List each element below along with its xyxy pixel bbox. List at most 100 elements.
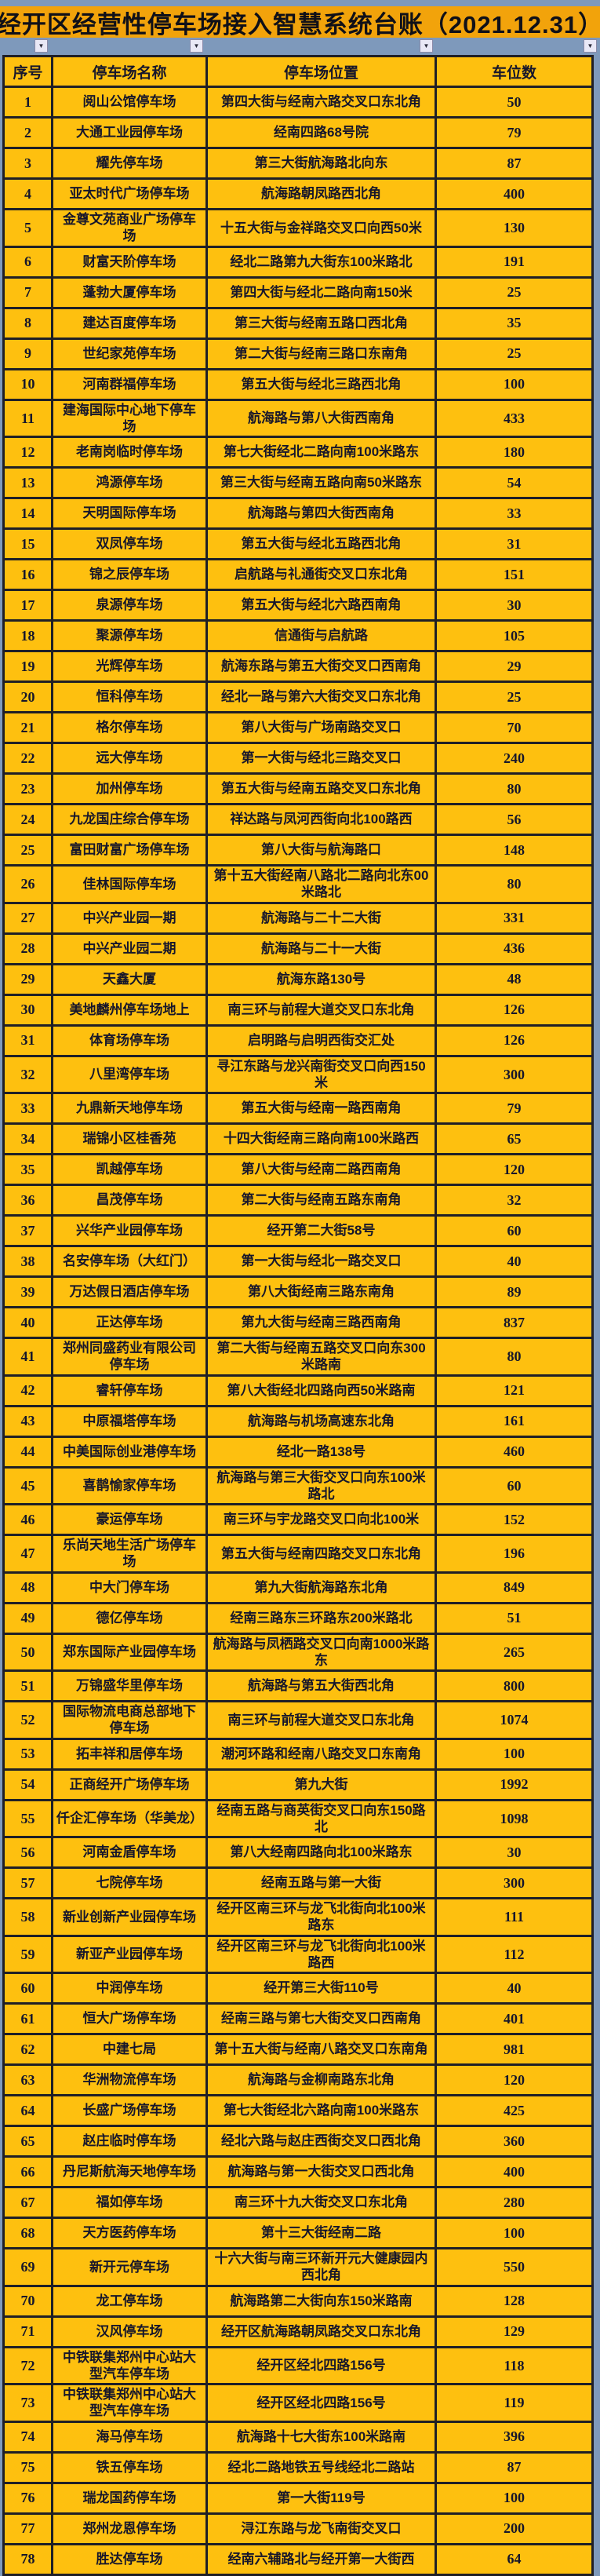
table-row: 33 九鼎新天地停车场 第五大街与经南一路西南角 79 (2, 1092, 594, 1125)
table-row: 36 昌茂停车场 第二大街与经南五路东南角 32 (2, 1184, 594, 1217)
table-row: 52 国际物流电商总部地下停车场 南三环与前程大道交叉口东北角 1074 (2, 1700, 594, 1740)
capacity-cell: 54 (435, 466, 594, 499)
parking-name-cell: 万达假日酒店停车场 (51, 1275, 208, 1308)
column-header-index: 序号 (2, 55, 53, 88)
capacity-cell: 118 (435, 2345, 594, 2385)
location-cell: 经开区经北四路156号 (205, 2345, 437, 2385)
location-cell: 南三环与前程大道交叉口东北角 (205, 1700, 437, 1740)
table-row: 18 聚源停车场 信通街与启航路 105 (2, 619, 594, 652)
table-row: 23 加州停车场 第五大街与经南五路交叉口东北角 80 (2, 772, 594, 805)
serial-cell: 69 (2, 2247, 53, 2287)
parking-name-cell: 佳林国际停车场 (51, 864, 208, 904)
serial-cell: 62 (2, 2033, 53, 2066)
capacity-cell: 331 (435, 901, 594, 935)
parking-name-cell: 九龙国庄综合停车场 (51, 803, 208, 836)
serial-cell: 56 (2, 1836, 53, 1869)
capacity-cell: 56 (435, 803, 594, 836)
filter-dropdown-icon[interactable]: ▼ (35, 39, 48, 53)
parking-name-cell: 凯越停车场 (51, 1153, 208, 1186)
location-cell: 第五大街与经北三路西北角 (205, 367, 437, 401)
parking-name-cell: 名安停车场（大红门） (51, 1245, 208, 1278)
location-cell: 第三大街与经南五路向南50米路东 (205, 466, 437, 499)
parking-name-cell: 瑞锦小区桂香苑 (51, 1122, 208, 1155)
location-cell: 浔江东路与龙飞南街交叉口 (205, 2512, 437, 2545)
table-row: 64 长盛广场停车场 第七大街经北六路向南100米路东 425 (2, 2094, 594, 2127)
table-row: 69 新开元停车场 十六大街与南三环新开元大健康园内西北角 550 (2, 2247, 594, 2287)
serial-cell: 28 (2, 932, 53, 965)
location-cell: 第九大街航海路东北角 (205, 1571, 437, 1604)
filter-dropdown-icon[interactable]: ▼ (420, 39, 433, 53)
location-cell: 航海路与凤栖路交叉口向南1000米路东 (205, 1632, 437, 1672)
serial-cell: 2 (2, 116, 53, 149)
capacity-cell: 191 (435, 245, 594, 279)
capacity-cell: 32 (435, 1184, 594, 1217)
capacity-cell: 79 (435, 1092, 594, 1125)
parking-name-cell: 阅山公馆停车场 (51, 86, 208, 119)
table-row: 57 七院停车场 经南五路与第一大街 300 (2, 1866, 594, 1899)
capacity-cell: 400 (435, 2155, 594, 2188)
location-cell: 第五大街与经南五路交叉口东北角 (205, 772, 437, 805)
location-cell: 第八大街与广场南路交叉口 (205, 711, 437, 744)
header-row: 序号 停车场名称 停车场位置 车位数 (2, 55, 594, 88)
capacity-cell: 837 (435, 1306, 594, 1339)
parking-name-cell: 中美国际创业港停车场 (51, 1435, 208, 1469)
serial-cell: 49 (2, 1601, 53, 1635)
capacity-cell: 196 (435, 1534, 594, 1574)
table-row: 24 九龙国庄综合停车场 祥达路与凤河西街向北100路西 56 (2, 803, 594, 836)
serial-cell: 26 (2, 864, 53, 904)
capacity-cell: 126 (435, 993, 594, 1027)
location-cell: 经北一路与第六大街交叉口东北角 (205, 680, 437, 713)
parking-name-cell: 九鼎新天地停车场 (51, 1092, 208, 1125)
parking-name-cell: 豪运停车场 (51, 1503, 208, 1536)
parking-name-cell: 中铁联集郑州中心站大型汽车停车场 (51, 2345, 208, 2385)
table-row: 39 万达假日酒店停车场 第八大街经南三路东南角 89 (2, 1275, 594, 1308)
filter-dropdown-icon[interactable]: ▼ (584, 39, 597, 53)
parking-name-cell: 新业创新产业园停车场 (51, 1897, 208, 1937)
location-cell: 经开区南三环与龙飞北街向北100米路东 (205, 1897, 437, 1937)
location-cell: 航海路与二十一大街 (205, 932, 437, 965)
serial-cell: 53 (2, 1737, 53, 1771)
location-cell: 南三环与前程大道交叉口东北角 (205, 993, 437, 1027)
table-row: 63 华洲物流停车场 航海路与金柳南路东北角 120 (2, 2063, 594, 2096)
table-row: 59 新亚产业园停车场 经开区南三环与龙飞北街向北100米路西 112 (2, 1934, 594, 1974)
parking-name-cell: 国际物流电商总部地下停车场 (51, 1700, 208, 1740)
capacity-cell: 60 (435, 1214, 594, 1247)
table-row: 78 胜达停车场 经南六辅路北与经开第一大街西 64 (2, 2542, 594, 2576)
table-row: 34 瑞锦小区桂香苑 十四大街经南三路向南100米路西 65 (2, 1122, 594, 1155)
serial-cell: 51 (2, 1669, 53, 1702)
capacity-cell: 33 (435, 497, 594, 530)
serial-cell: 8 (2, 306, 53, 340)
location-cell: 第八大经南四路向北100米路东 (205, 1836, 437, 1869)
parking-name-cell: 双凤停车场 (51, 527, 208, 560)
table-row: 22 远大停车场 第一大街与经北三路交叉口 240 (2, 742, 594, 775)
parking-name-cell: 大通工业园停车场 (51, 116, 208, 149)
parking-name-cell: 建海国际中心地下停车场 (51, 398, 208, 438)
parking-name-cell: 天鑫大厦 (51, 962, 208, 996)
capacity-cell: 35 (435, 306, 594, 340)
capacity-cell: 80 (435, 772, 594, 805)
parking-name-cell: 郑州同盛药业有限公司停车场 (51, 1337, 208, 1377)
location-cell: 第七大街经北六路向南100米路东 (205, 2094, 437, 2127)
serial-cell: 30 (2, 993, 53, 1027)
parking-name-cell: 蓬勃大厦停车场 (51, 275, 208, 309)
capacity-cell: 29 (435, 650, 594, 683)
location-cell: 第一大街与经北三路交叉口 (205, 742, 437, 775)
parking-name-cell: 加州停车场 (51, 772, 208, 805)
capacity-cell: 100 (435, 2217, 594, 2249)
capacity-cell: 87 (435, 2450, 594, 2484)
capacity-cell: 265 (435, 1632, 594, 1672)
location-cell: 第五大街与经南四路交叉口东北角 (205, 1534, 437, 1574)
location-cell: 经南三路与第七大街交叉口西南角 (205, 2002, 437, 2035)
capacity-cell: 51 (435, 1601, 594, 1635)
location-cell: 南三环与宇龙路交叉口向北100米 (205, 1503, 437, 1536)
parking-name-cell: 中原福塔停车场 (51, 1404, 208, 1438)
capacity-cell: 180 (435, 436, 594, 469)
parking-name-cell: 龙工停车场 (51, 2284, 208, 2318)
location-cell: 第二大街与经南五路交叉口向东300米路南 (205, 1337, 437, 1377)
capacity-cell: 30 (435, 1836, 594, 1869)
table-row: 38 名安停车场（大红门） 第一大街与经北一路交叉口 40 (2, 1245, 594, 1278)
serial-cell: 77 (2, 2512, 53, 2545)
serial-cell: 58 (2, 1897, 53, 1937)
filter-dropdown-icon[interactable]: ▼ (190, 39, 203, 53)
location-cell: 第四大街与经南六路交叉口东北角 (205, 86, 437, 119)
